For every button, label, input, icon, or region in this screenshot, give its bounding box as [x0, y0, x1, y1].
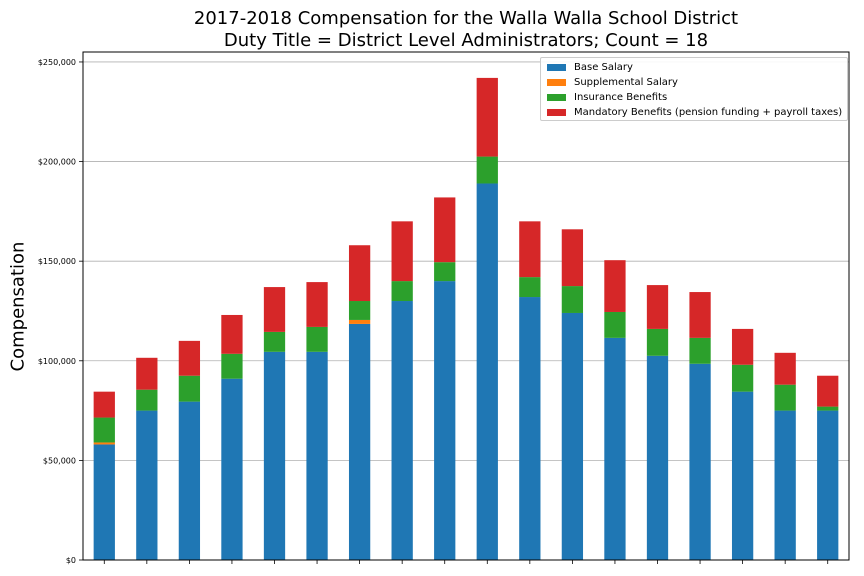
y-tick-label: $150,000	[38, 257, 76, 266]
legend-label: Supplemental Salary	[574, 76, 678, 88]
bar-segment	[731, 328, 754, 365]
bar-segment	[519, 277, 541, 298]
bar-segment	[221, 378, 243, 560]
y-tick-label: $100,000	[38, 357, 76, 366]
legend: Base Salary Supplemental Salary Insuranc…	[540, 57, 848, 121]
bar-segment	[93, 442, 115, 445]
legend-item: Insurance Benefits	[547, 90, 667, 104]
legend-swatch	[547, 108, 566, 116]
legend-label: Insurance Benefits	[574, 91, 668, 103]
bar-segment	[221, 314, 243, 354]
bar-segment	[263, 287, 286, 332]
bar-segment	[774, 384, 796, 411]
bar-segment	[391, 301, 413, 560]
y-tick-label: $200,000	[38, 158, 76, 167]
bar-segment	[561, 286, 584, 313]
legend-item: Base Salary	[547, 60, 633, 74]
bar-segment	[221, 353, 243, 379]
legend-swatch	[547, 78, 566, 86]
y-tick-label: $250,000	[38, 58, 76, 67]
bar-segment	[774, 410, 796, 560]
bar-segment	[561, 229, 584, 287]
bar-segment	[604, 260, 626, 312]
bar-segment	[263, 331, 286, 352]
bar-segment	[391, 221, 413, 282]
bar-segment	[348, 319, 371, 324]
bar-segment	[178, 340, 201, 376]
bar-segment	[306, 326, 328, 352]
chart-title: 2017-2018 Compensation for the Walla Wal…	[193, 8, 739, 29]
bars	[93, 77, 839, 560]
bar-segment	[689, 292, 711, 338]
bar-segment	[306, 282, 328, 327]
legend-item: Mandatory Benefits (pension funding + pa…	[547, 105, 842, 119]
bar-segment	[476, 156, 498, 184]
bar-segment	[263, 351, 286, 560]
bar-segment	[646, 285, 669, 329]
bar-segment	[774, 352, 796, 385]
axes: $0 $50,000 $100,000 $150,000 $200,000 $250,00…	[38, 51, 850, 565]
bar-segment	[93, 444, 115, 560]
y-tick-label: $50,000	[43, 456, 76, 465]
bar-segment	[178, 375, 201, 402]
bar-segment	[348, 245, 371, 302]
plot-frame	[82, 51, 850, 561]
bar-segment	[604, 337, 626, 560]
bar-segment	[476, 183, 498, 560]
bar-segment	[689, 363, 711, 560]
chart-subtitle: Duty Title = District Level Administrato…	[223, 30, 709, 51]
bar-segment	[817, 375, 839, 407]
bar-segment	[817, 410, 839, 560]
bar-segment	[136, 389, 158, 411]
legend-item: Supplemental Salary	[547, 75, 678, 89]
legend-label: Base Salary	[574, 61, 633, 73]
bar-segment	[731, 391, 754, 560]
bar-segment	[646, 328, 669, 356]
bar-segment	[731, 364, 754, 392]
bar-segment	[136, 357, 158, 390]
bar-segment	[519, 297, 541, 560]
bar-segment	[817, 406, 839, 411]
bar-segment	[434, 197, 456, 263]
bar-segment	[93, 417, 115, 443]
bar-segment	[646, 355, 669, 560]
bar-segment	[348, 301, 371, 320]
bar-segment	[689, 337, 711, 364]
bar-segment	[519, 221, 541, 278]
legend-swatch	[547, 63, 566, 71]
legend-swatch	[547, 93, 566, 101]
legend-label: Mandatory Benefits (pension funding + pa…	[574, 106, 843, 118]
bar-segment	[561, 312, 584, 560]
bar-segment	[306, 351, 328, 560]
bar-segment	[93, 391, 115, 418]
bar-segment	[476, 77, 498, 157]
bar-segment	[136, 410, 158, 560]
bar-segment	[348, 323, 371, 560]
bar-segment	[434, 262, 456, 282]
bar-segment	[434, 281, 456, 560]
bar-segment	[178, 401, 201, 560]
bar-segment	[604, 311, 626, 338]
bar-segment	[391, 281, 413, 302]
y-tick-label: $0	[66, 556, 76, 565]
